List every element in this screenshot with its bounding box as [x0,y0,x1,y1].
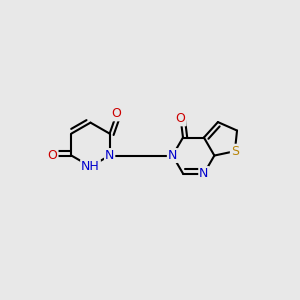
Text: O: O [176,112,186,125]
Text: N: N [105,149,114,162]
Text: O: O [112,107,122,120]
Text: O: O [48,149,58,162]
Text: S: S [231,145,239,158]
Text: N: N [168,149,177,162]
Text: NH: NH [81,160,100,173]
Text: N: N [199,167,208,180]
